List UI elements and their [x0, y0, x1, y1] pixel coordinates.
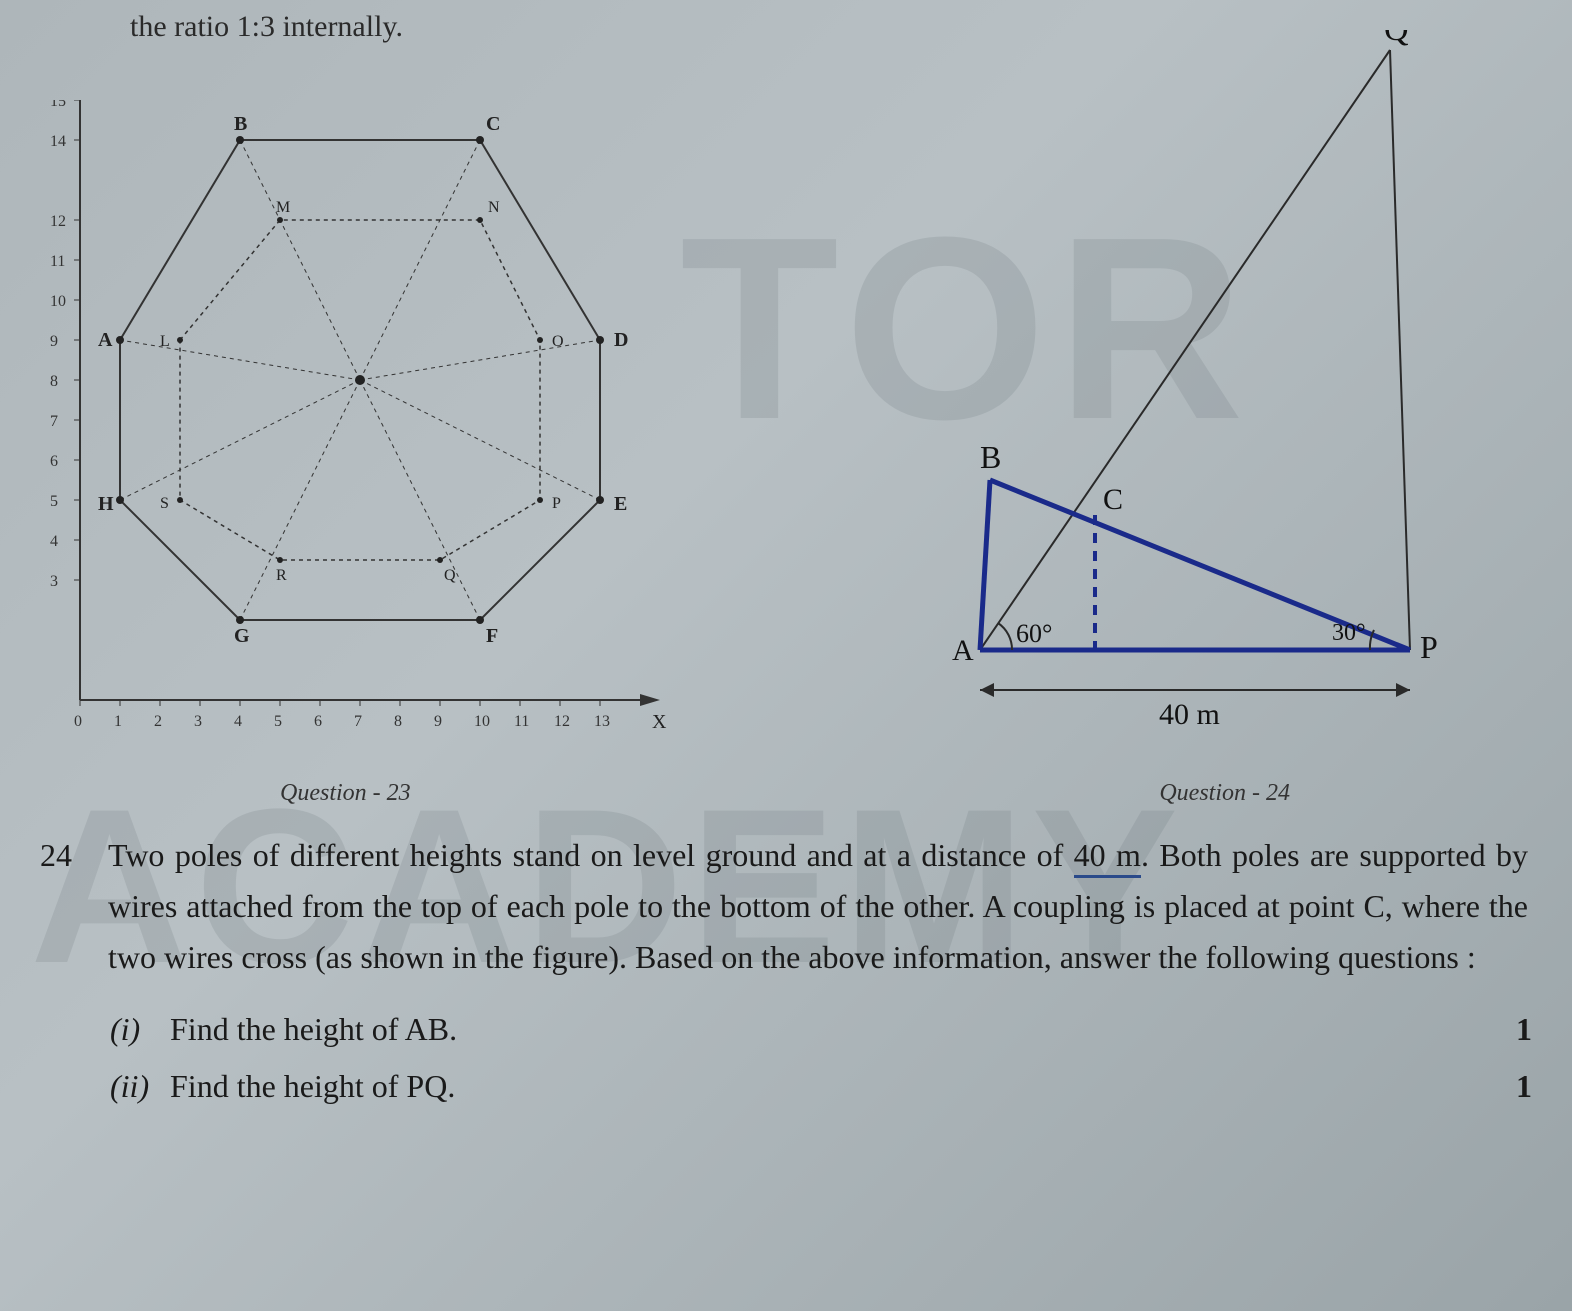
- svg-text:0: 0: [74, 713, 82, 730]
- svg-text:5: 5: [50, 493, 58, 510]
- caption-q23: Question - 23: [280, 780, 411, 807]
- octagon-svg: X01234567891011121334567891011121415ABCD…: [40, 100, 680, 740]
- svg-text:C: C: [1103, 483, 1123, 516]
- svg-text:30°: 30°: [1332, 620, 1366, 646]
- fragment-text: the ratio 1:3 internally.: [130, 10, 403, 43]
- svg-text:6: 6: [50, 453, 58, 470]
- svg-text:7: 7: [354, 713, 362, 730]
- svg-text:X: X: [652, 711, 667, 733]
- svg-text:B: B: [234, 113, 247, 135]
- svg-text:F: F: [486, 625, 498, 647]
- svg-text:12: 12: [50, 213, 66, 230]
- svg-text:D: D: [614, 329, 628, 351]
- svg-text:8: 8: [394, 713, 402, 730]
- svg-text:3: 3: [194, 713, 202, 730]
- caption-q24: Question - 24: [1159, 780, 1290, 807]
- subparts: (i) Find the height of AB. 1 (ii) Find t…: [110, 1004, 1532, 1112]
- qtext-distance: 40 m: [1074, 837, 1141, 878]
- page-root: TOR ACADEMY the ratio 1:3 internally. X0…: [0, 0, 1572, 1311]
- question-number: 24: [40, 830, 100, 881]
- poles-svg: A B C P Q 60° 30° 40 m: [920, 30, 1480, 770]
- svg-text:14: 14: [50, 133, 66, 150]
- svg-text:6: 6: [314, 713, 322, 730]
- svg-text:7: 7: [50, 413, 58, 430]
- figure-octagon: X01234567891011121334567891011121415ABCD…: [40, 100, 680, 745]
- subpart-ii: (ii) Find the height of PQ. 1: [110, 1061, 1532, 1112]
- svg-text:11: 11: [514, 713, 529, 730]
- figure-poles: A B C P Q 60° 30° 40 m: [920, 30, 1480, 775]
- svg-text:Q: Q: [1384, 30, 1409, 48]
- svg-text:R: R: [276, 567, 287, 584]
- svg-text:C: C: [486, 113, 500, 135]
- svg-text:1: 1: [114, 713, 122, 730]
- svg-text:P: P: [552, 495, 561, 512]
- svg-text:4: 4: [234, 713, 242, 730]
- subpart-i: (i) Find the height of AB. 1: [110, 1004, 1532, 1055]
- prev-question-fragment: the ratio 1:3 internally.: [130, 10, 403, 44]
- svg-text:13: 13: [594, 713, 610, 730]
- svg-text:A: A: [98, 329, 113, 351]
- subpart-ii-label: (ii): [110, 1061, 170, 1112]
- svg-text:2: 2: [154, 713, 162, 730]
- subpart-ii-marks: 1: [1492, 1061, 1532, 1112]
- svg-text:E: E: [614, 493, 627, 515]
- svg-text:15: 15: [50, 100, 66, 110]
- svg-text:40 m: 40 m: [1159, 698, 1220, 731]
- svg-text:3: 3: [50, 573, 58, 590]
- svg-text:9: 9: [434, 713, 442, 730]
- qtext-p1: Two poles of different heights stand on …: [108, 837, 1074, 873]
- svg-text:10: 10: [50, 293, 66, 310]
- svg-text:8: 8: [50, 373, 58, 390]
- subpart-i-marks: 1: [1492, 1004, 1532, 1055]
- subpart-i-text: Find the height of AB.: [170, 1004, 1492, 1055]
- svg-text:11: 11: [50, 253, 65, 270]
- svg-text:S: S: [160, 495, 169, 512]
- svg-text:B: B: [980, 439, 1001, 475]
- figures-row: X01234567891011121334567891011121415ABCD…: [30, 80, 1540, 800]
- question-text: Two poles of different heights stand on …: [108, 830, 1528, 984]
- svg-text:12: 12: [554, 713, 570, 730]
- svg-text:9: 9: [50, 333, 58, 350]
- svg-text:Q: Q: [444, 567, 456, 584]
- question-24: 24 Two poles of different heights stand …: [40, 830, 1532, 1112]
- svg-text:H: H: [98, 493, 114, 515]
- svg-text:M: M: [276, 199, 290, 216]
- svg-text:G: G: [234, 625, 250, 647]
- svg-text:4: 4: [50, 533, 58, 550]
- svg-text:L: L: [160, 333, 170, 350]
- subpart-ii-text: Find the height of PQ.: [170, 1061, 1492, 1112]
- svg-text:5: 5: [274, 713, 282, 730]
- subpart-i-label: (i): [110, 1004, 170, 1055]
- svg-text:A: A: [952, 634, 974, 667]
- svg-text:60°: 60°: [1016, 619, 1052, 648]
- svg-text:O: O: [552, 333, 564, 350]
- svg-text:N: N: [488, 199, 500, 216]
- svg-text:P: P: [1420, 629, 1438, 665]
- svg-text:10: 10: [474, 713, 490, 730]
